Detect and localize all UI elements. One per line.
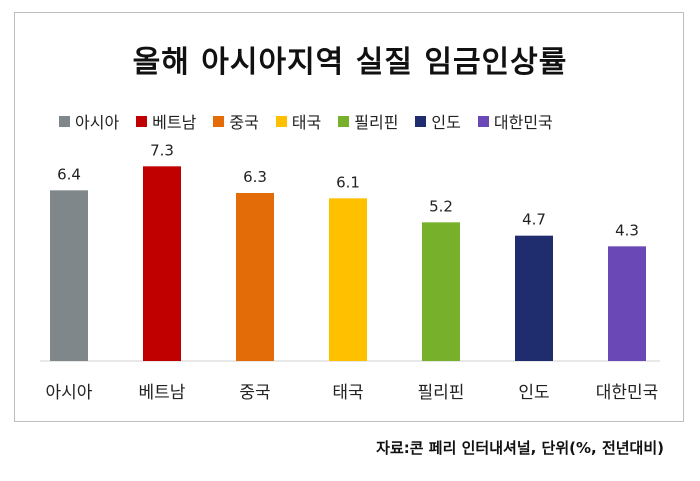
legend-swatch xyxy=(415,115,427,127)
bar xyxy=(422,222,460,361)
data-label: 5.2 xyxy=(429,197,453,215)
x-tick-label: 베트남 xyxy=(139,383,186,403)
legend-item: 베트남 xyxy=(136,109,196,133)
bar xyxy=(50,190,88,361)
legend-swatch xyxy=(59,115,70,127)
legend-swatch xyxy=(338,115,350,127)
legend-item: 필리핀 xyxy=(338,109,398,133)
data-label: 4.7 xyxy=(522,211,546,229)
legend-item: 인도 xyxy=(415,109,461,133)
legend-label: 필리핀 xyxy=(354,113,399,132)
data-label: 6.4 xyxy=(57,165,81,183)
legend-label: 중국 xyxy=(229,113,259,132)
bar xyxy=(236,193,274,361)
legend-item: 대한민국 xyxy=(477,109,553,133)
data-label: 4.3 xyxy=(615,221,639,239)
x-tick-label: 중국 xyxy=(239,383,270,403)
legend-item: 아시아 xyxy=(59,109,119,133)
legend-swatch xyxy=(136,115,148,127)
bar xyxy=(143,166,181,361)
legend: 아시아 베트남 중국 태국 필리핀 인도 대한민국 xyxy=(59,109,679,133)
legend-label: 태국 xyxy=(291,113,322,132)
bar xyxy=(329,198,367,361)
x-tick-label: 아시아 xyxy=(46,383,93,403)
x-tick-label: 대한민국 xyxy=(596,383,659,403)
data-label: 7.3 xyxy=(150,141,174,159)
legend-swatch xyxy=(275,115,287,127)
legend-item: 태국 xyxy=(275,109,322,133)
data-label: 6.3 xyxy=(243,168,267,186)
data-label: 6.1 xyxy=(336,173,360,191)
legend-label: 아시아 xyxy=(75,113,120,132)
x-tick-label: 필리핀 xyxy=(418,383,465,403)
legend-label: 대한민국 xyxy=(493,113,553,132)
legend-swatch xyxy=(477,115,489,127)
legend-label: 인도 xyxy=(431,113,461,132)
chart-title: 올해 아시아지역 실질 임금인상률 xyxy=(132,45,568,80)
bar xyxy=(515,235,553,361)
legend-item: 중국 xyxy=(213,109,259,133)
legend-swatch xyxy=(213,115,225,127)
bar xyxy=(608,246,646,361)
x-tick-label: 인도 xyxy=(518,383,549,403)
x-tick-label: 태국 xyxy=(332,383,363,403)
source-note: 자료:콘 페리 인터내셔널, 단위(%, 전년대비) xyxy=(376,439,664,457)
legend-label: 베트남 xyxy=(152,113,197,132)
